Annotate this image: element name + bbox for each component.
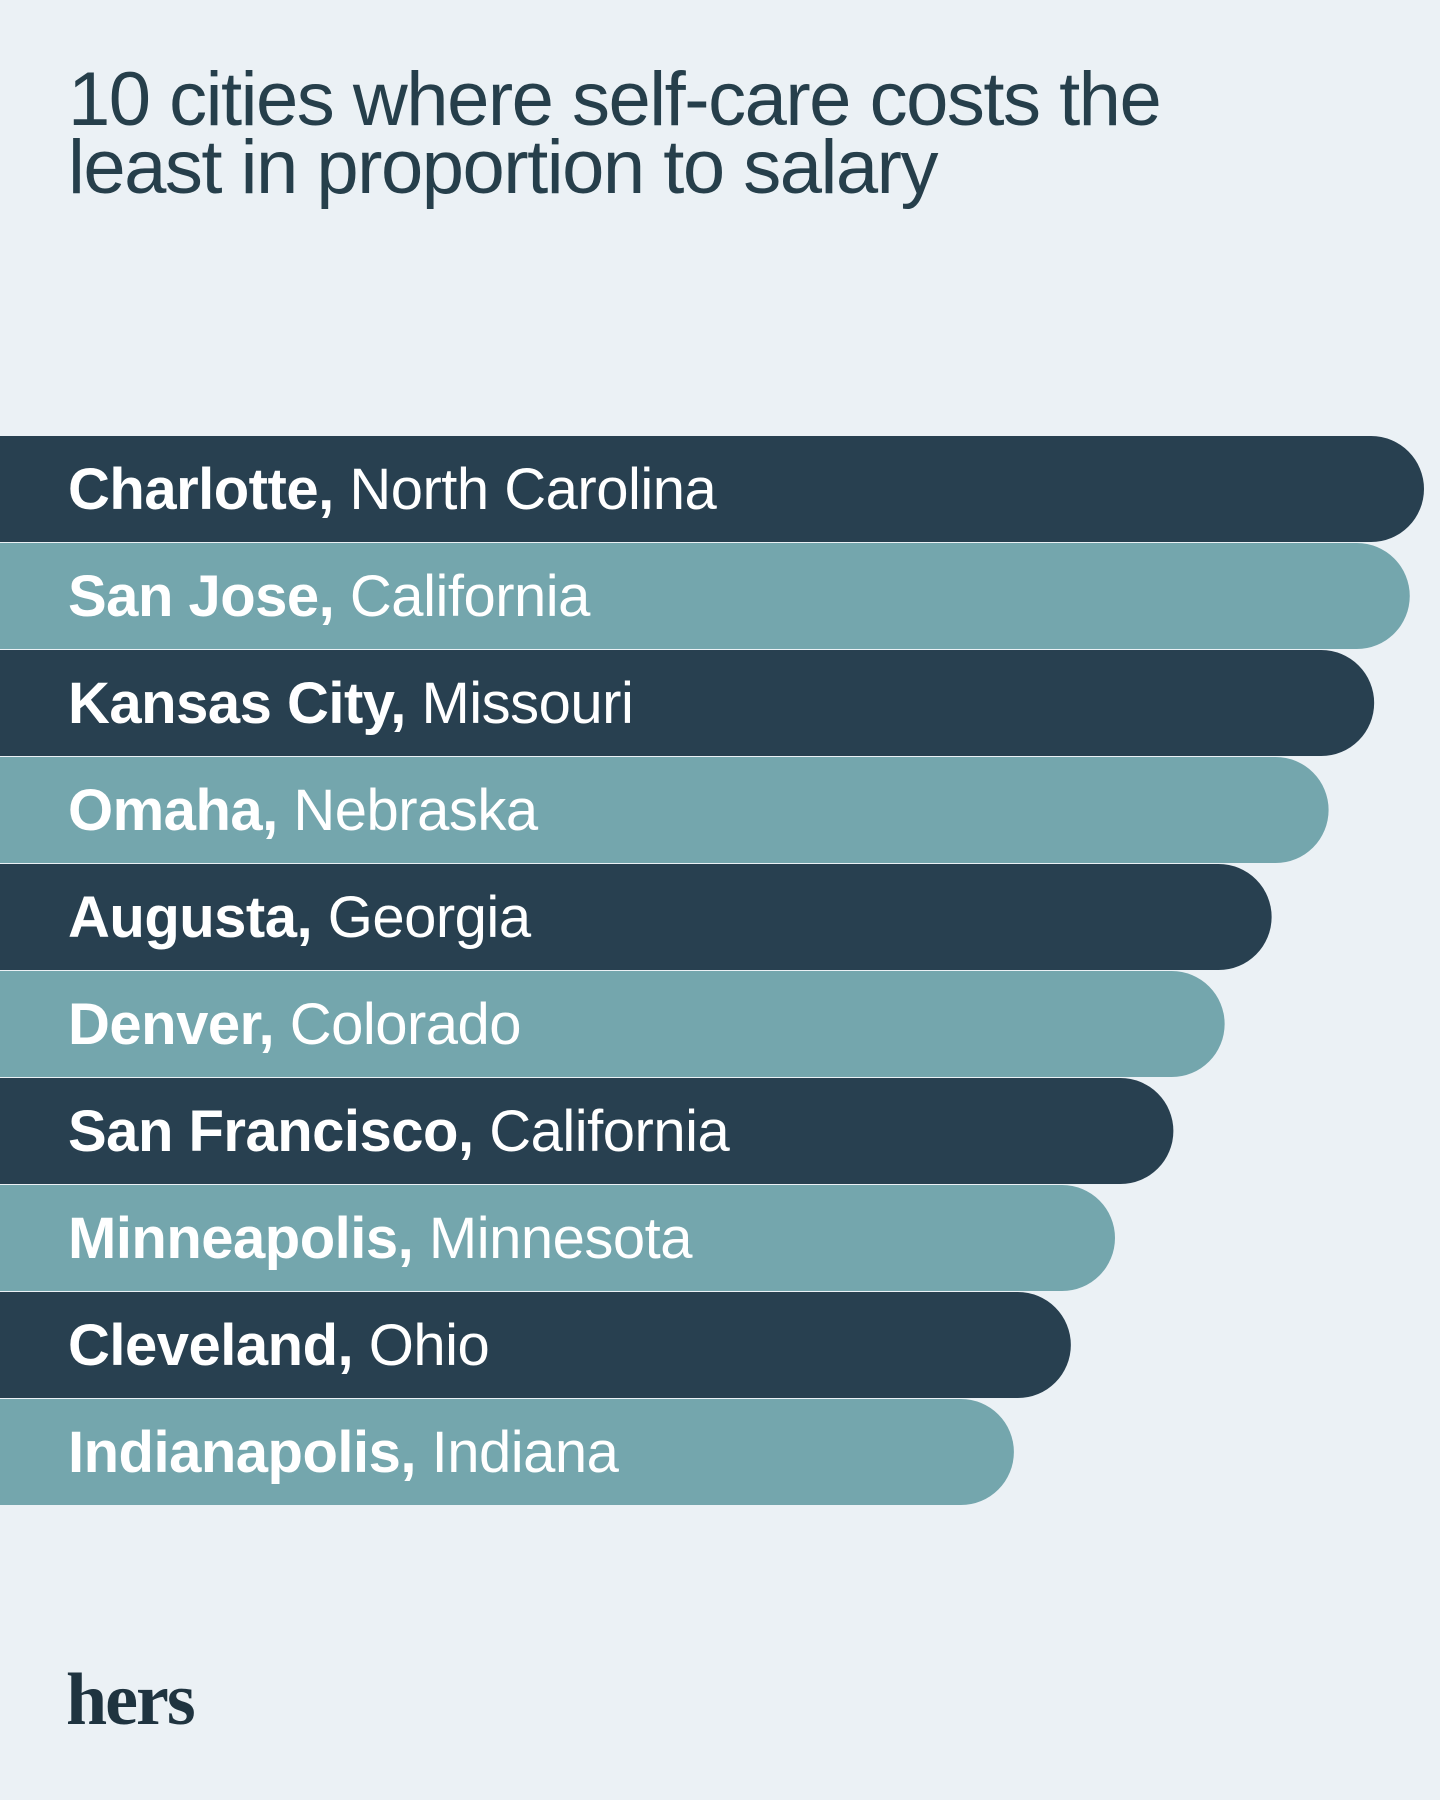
bar-label-9: Cleveland, Ohio: [68, 1313, 489, 1378]
chart-title-line-1: 10 cities where self-care costs the: [68, 57, 1162, 142]
bar-label-city: Denver,: [68, 992, 290, 1057]
bar-label-6: Denver, Colorado: [68, 992, 521, 1057]
bar-label-state: Ohio: [369, 1313, 490, 1378]
bar-label-5: Augusta, Georgia: [68, 885, 532, 950]
bar-8: [0, 1185, 1115, 1291]
bar-label-1: Charlotte, North Carolina: [68, 457, 717, 522]
bar-label-state: California: [350, 564, 591, 629]
bar-label-3: Kansas City, Missouri: [68, 671, 633, 736]
bar-label-city: Charlotte,: [68, 457, 349, 522]
bar-label-state: California: [489, 1099, 730, 1164]
bar-6: [0, 971, 1225, 1077]
bar-label-7: San Francisco, California: [68, 1099, 730, 1164]
bar-1: [0, 436, 1424, 542]
bar-label-state: Georgia: [328, 885, 532, 950]
chart-title-line-2: least in proportion to salary: [68, 125, 938, 210]
bar-label-10: Indianapolis, Indiana: [68, 1420, 620, 1485]
bar-label-city: Minneapolis,: [68, 1206, 429, 1271]
bar-4: [0, 757, 1329, 863]
bar-label-city: San Jose,: [68, 564, 350, 629]
bar-9: [0, 1292, 1071, 1398]
bar-label-state: North Carolina: [349, 457, 717, 522]
bar-label-city: Omaha,: [68, 778, 293, 843]
bar-label-city: Indianapolis,: [68, 1420, 432, 1485]
bar-label-state: Missouri: [421, 671, 633, 736]
bar-2: [0, 543, 1410, 649]
bar-label-2: San Jose, California: [68, 564, 591, 629]
hers-logo: hers: [66, 1659, 196, 1741]
bar-3: [0, 650, 1375, 756]
chart-title: 10 cities where self-care costs the leas…: [68, 57, 1368, 210]
bar-label-8: Minneapolis, Minnesota: [68, 1206, 693, 1271]
bar-label-city: Kansas City,: [68, 671, 421, 736]
bar-label-state: Minnesota: [429, 1206, 693, 1271]
bar-label-state: Colorado: [290, 992, 521, 1057]
bar-5: [0, 864, 1272, 970]
bar-label-state: Nebraska: [293, 778, 538, 843]
bar-7: [0, 1078, 1174, 1184]
bar-label-city: San Francisco,: [68, 1099, 489, 1164]
ranked-bar-chart: Charlotte, North Carolina San Jose, Calif…: [0, 436, 1424, 1505]
bar-10: [0, 1399, 1014, 1505]
bar-label-city: Augusta,: [68, 885, 328, 950]
bar-label-city: Cleveland,: [68, 1313, 369, 1378]
bar-label-state: Indiana: [432, 1420, 620, 1485]
bar-label-4: Omaha, Nebraska: [68, 778, 539, 843]
